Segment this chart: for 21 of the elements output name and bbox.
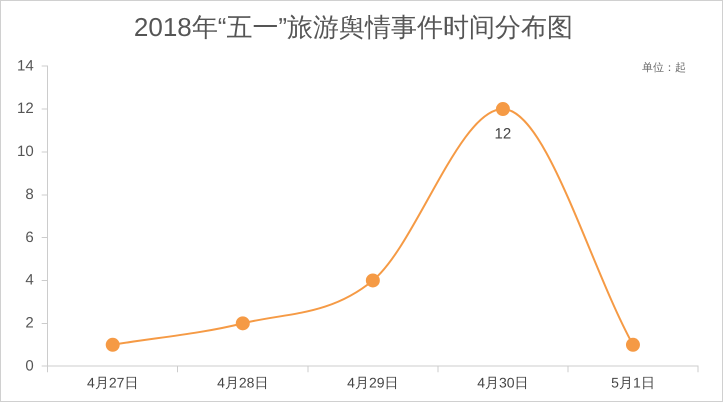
y-tick-label: 0 [25,357,34,374]
point [496,102,510,116]
x-tick-label: 4月27日 [87,374,138,390]
data-label: 12 [494,126,512,143]
y-tick-label: 4 [25,272,34,289]
point [366,273,380,288]
x-tick-label: 4月29日 [347,374,399,390]
y-tick-label: 12 [16,100,34,118]
y-tick-label: 2 [25,314,34,332]
y-tick-label: 14 [16,57,34,74]
y-tick-label: 8 [25,186,34,203]
y-tick-label: 6 [25,228,34,246]
point [236,316,250,330]
x-tick-label: 5月1日 [611,374,655,390]
y-tick-label: 10 [16,143,34,160]
x-tick-label: 4月30日 [477,374,529,390]
point [626,338,640,352]
x-tick-label: 4月28日 [217,374,268,390]
annotation: 单位：起 [642,61,686,74]
point [106,338,120,352]
chart-title: 2018年“五一”旅游舆情事件时间分布图 [134,12,574,42]
